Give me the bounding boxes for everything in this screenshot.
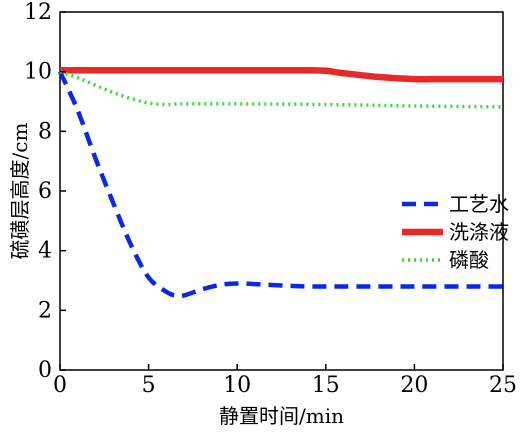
x-tick-label: 0	[53, 373, 67, 398]
x-axis: 0 5 10 15 20 25	[53, 364, 517, 398]
x-tick-label: 5	[142, 373, 156, 398]
plot-area	[59, 11, 504, 371]
x-axis-title: 静置时间/min	[219, 404, 344, 428]
y-tick-label: 2	[38, 298, 52, 323]
x-tick-label: 25	[489, 373, 517, 398]
y-axis-title: 硫磺层高度/cm	[8, 123, 32, 260]
y-tick-label: 8	[38, 119, 52, 144]
y-tick-label: 12	[24, 0, 52, 25]
series-line	[60, 66, 503, 83]
legend-label: 工艺水	[449, 192, 509, 216]
plot-frame	[59, 11, 504, 371]
y-axis: 0 2 4 6 8 10 12	[24, 0, 66, 383]
y-tick-label: 10	[24, 60, 52, 85]
series-line	[59, 70, 504, 109]
legend-label: 磷酸	[449, 248, 489, 272]
y-tick-label: 6	[38, 179, 52, 204]
x-tick-label: 15	[312, 373, 340, 398]
y-tick-label: 0	[38, 358, 52, 383]
series-line	[57, 70, 503, 299]
x-tick-label: 20	[400, 373, 428, 398]
y-tick-label: 4	[38, 239, 52, 264]
legend-label: 洗涤液	[449, 220, 509, 244]
series-layer	[57, 66, 504, 299]
x-tick-label: 10	[223, 373, 251, 398]
